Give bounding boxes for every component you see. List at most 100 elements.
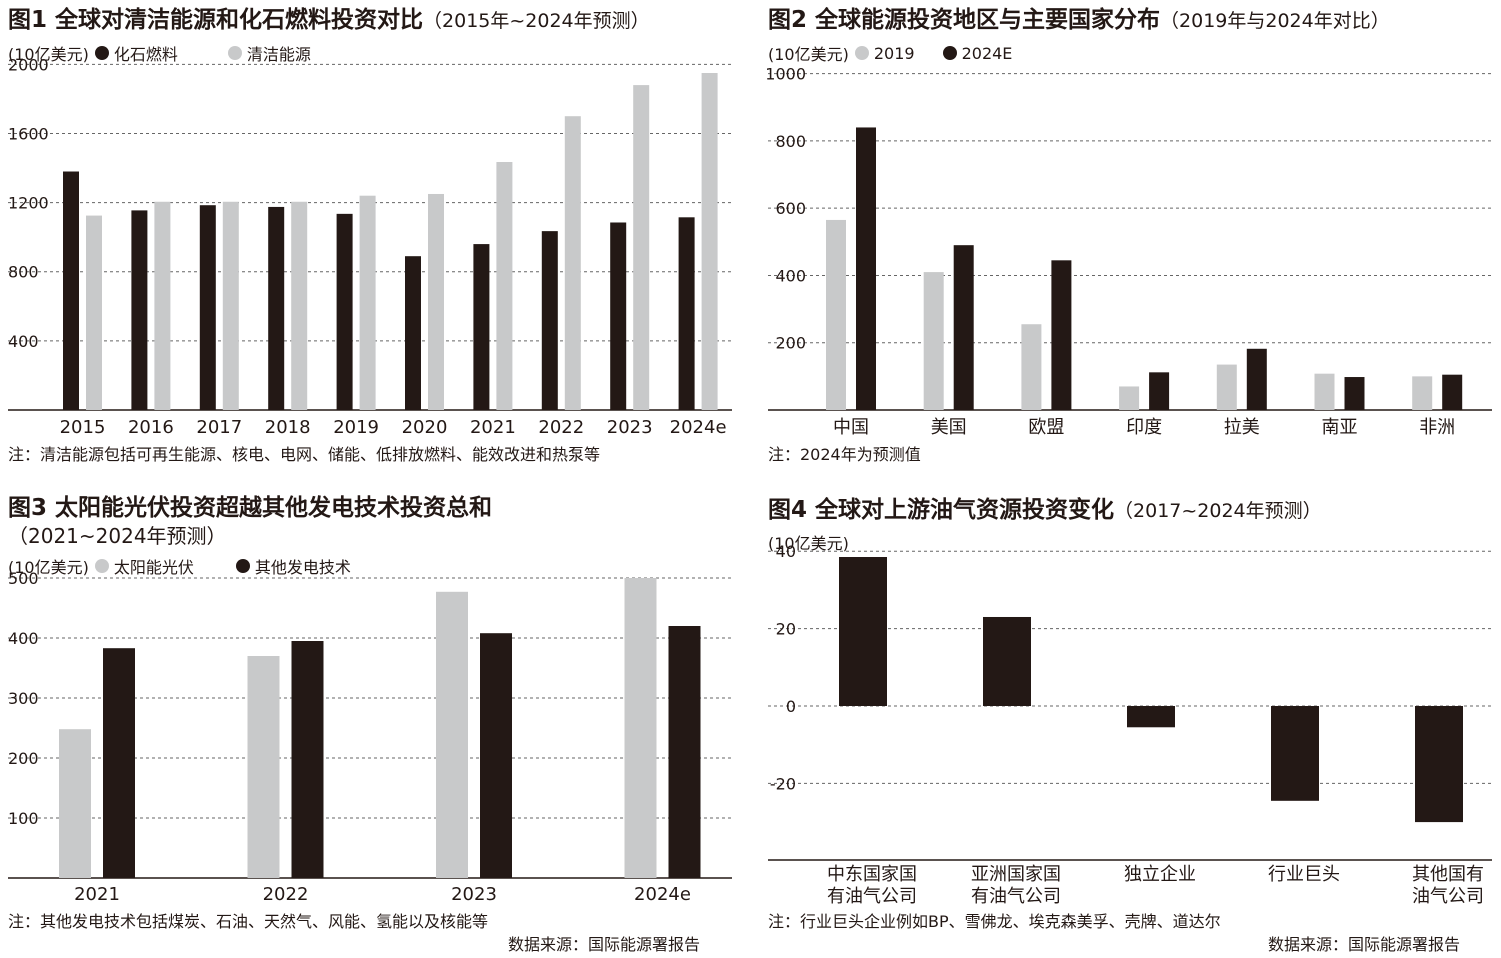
fig1-xtick-label: 2019 xyxy=(333,417,379,438)
fig4-xtick-label: 独立企业 xyxy=(1124,864,1196,885)
fig3-source: 数据来源：国际能源署报告 xyxy=(508,935,701,954)
fig3-subtitle: （2021~2024年预测） xyxy=(8,524,227,548)
fig2-title-row: 图2 全球能源投资地区与主要国家分布（2019年与2024年对比） xyxy=(768,6,1390,35)
fig4-bar xyxy=(839,557,887,706)
fig2-xtick-label: 南亚 xyxy=(1322,417,1358,438)
fig1-legend-item-fossil: 化石燃料 xyxy=(94,41,178,65)
fig1-xtick-label: 2021 xyxy=(470,417,516,438)
fig1-title-row: 图1 全球对清洁能源和化石燃料投资对比（2015年~2024年预测） xyxy=(8,6,650,35)
fig1-bar-0 xyxy=(473,244,490,410)
fig3-bar-0 xyxy=(59,729,91,878)
fig4-xtick-label: 其他国有 xyxy=(1412,864,1484,885)
fig1-note: 注：清洁能源包括可再生能源、核电、电网、储能、低排放燃料、能效改进和热泵等 xyxy=(8,445,601,464)
fig3-chart: 100 200 300 400 500 2021 2022 2023 2024e xyxy=(8,569,732,905)
fig1-xtick-label: 2022 xyxy=(538,417,584,438)
fig1-ytick-label: 800 xyxy=(8,263,39,282)
fig2-bar-0 xyxy=(1314,373,1335,410)
fig2-ytick-label: 800 xyxy=(775,132,806,151)
fig4-bar xyxy=(1271,706,1319,801)
fig4-title: 图4 全球对上游油气资源投资变化 xyxy=(768,497,1115,523)
fig3-legend-item-other: 其他发电技术 xyxy=(235,554,351,578)
fig1-title: 图1 全球对清洁能源和化石燃料投资对比 xyxy=(8,7,424,33)
fig2-xtick-label: 印度 xyxy=(1126,417,1162,438)
fig2-bar-1 xyxy=(1442,374,1463,410)
fig1-unit: (10亿美元) xyxy=(8,45,89,64)
fig3-bar-0 xyxy=(436,591,468,878)
fig1-legend-dot-fossil xyxy=(94,46,109,60)
fig2-bar-1 xyxy=(1149,372,1170,410)
fig1-bar-1 xyxy=(154,201,171,410)
fig2-legend-label-2019: 2019 xyxy=(873,43,915,63)
fig1-legend-label-fossil: 化石燃料 xyxy=(113,45,178,64)
fig2-note: 注：2024年为预测值 xyxy=(768,445,921,464)
fig4-xtick-label: 中东国家国 xyxy=(827,864,917,885)
fig2-bar-1 xyxy=(856,127,876,411)
fig3-unit: (10亿美元) xyxy=(8,558,89,577)
fig2-ytick-label: 1000 xyxy=(765,65,806,84)
fig3-bar-1 xyxy=(103,648,135,878)
fig4-xtick-label: 油气公司 xyxy=(1412,886,1484,907)
fig3-legend-item-solar: 太阳能光伏 xyxy=(94,554,194,578)
fig2-bar-1 xyxy=(1051,260,1072,410)
fig3-bar-1 xyxy=(480,633,512,878)
fig3-bar-1 xyxy=(668,626,701,878)
fig1-legend: (10亿美元) 化石燃料 清洁能源 xyxy=(8,41,333,65)
fig4-bar xyxy=(1127,706,1175,728)
fig1-bar-0 xyxy=(541,231,558,410)
fig1-legend-item-clean: 清洁能源 xyxy=(227,41,311,65)
fig1-xtick-label: 2015 xyxy=(60,417,106,438)
fig3-xtick-label: 2024e xyxy=(634,884,691,905)
fig4-bar xyxy=(1415,706,1463,823)
fig4-ytick-label: -20 xyxy=(770,774,796,793)
fig2-bar-0 xyxy=(1119,386,1140,410)
fig1-bar-1 xyxy=(359,195,376,410)
fig4-note: 注：行业巨头企业例如BP、雪佛龙、埃克森美孚、壳牌、道达尔 xyxy=(768,912,1221,931)
fig2-xtick-label: 美国 xyxy=(931,417,967,438)
fig2-ytick-label: 400 xyxy=(775,266,806,285)
fig2-bar-1 xyxy=(1344,377,1365,410)
fig3-title: 图3 太阳能光伏投资超越其他发电技术投资总和 xyxy=(8,495,493,521)
fig1-legend-label-clean: 清洁能源 xyxy=(246,45,311,64)
fig2-bar-0 xyxy=(1021,324,1042,410)
fig4-xtick-label: 有油气公司 xyxy=(827,886,917,907)
fig2-chart: 200 400 600 800 1000 中国 美国 欧盟 印度 拉美 南亚 非洲 xyxy=(765,65,1492,438)
fig1-bar-1 xyxy=(633,85,650,410)
fig1-bar-1 xyxy=(86,215,102,410)
fig3-ytick-label: 500 xyxy=(8,569,39,588)
fig3-legend-label-other: 其他发电技术 xyxy=(254,558,351,577)
fig2-legend-label-2024e: 2024E xyxy=(961,43,1013,63)
fig1-chart: 400 800 1200 1600 2000 2015 2016 2017 2018 2019 20… xyxy=(8,55,732,438)
fig1-bar-0 xyxy=(610,222,627,410)
fig2-ytick-label: 600 xyxy=(775,199,806,218)
fig2-bar-1 xyxy=(1246,348,1267,410)
fig3-legend-label-solar: 太阳能光伏 xyxy=(113,558,194,577)
fig2-xtick-label: 欧盟 xyxy=(1028,417,1064,438)
fig1-bar-0 xyxy=(199,205,216,410)
fig3-ytick-label: 300 xyxy=(8,689,39,708)
fig1-bar-0 xyxy=(405,256,421,410)
fig2-ytick-label: 200 xyxy=(775,334,806,353)
fig2-bar-0 xyxy=(1412,376,1433,410)
fig1-xtick-label: 2018 xyxy=(265,417,311,438)
fig3-ytick-label: 100 xyxy=(8,809,39,828)
fig2-xtick-label: 中国 xyxy=(833,417,869,438)
fig3-bar-0 xyxy=(247,656,280,878)
fig1-ytick-label: 1600 xyxy=(8,124,49,143)
fig1-bar-0 xyxy=(131,210,148,410)
fig1-legend-dot-clean xyxy=(227,46,242,60)
fig3-bar-1 xyxy=(291,641,324,878)
fig4-xtick-label: 有油气公司 xyxy=(971,886,1061,907)
fig1-xtick-label: 2017 xyxy=(196,417,242,438)
fig3-ytick-label: 200 xyxy=(8,749,39,768)
fig4-source: 数据来源：国际能源署报告 xyxy=(1268,935,1461,954)
fig1-bar-1 xyxy=(564,116,581,410)
fig3-xtick-label: 2021 xyxy=(74,884,120,905)
fig1-ytick-label: 400 xyxy=(8,332,39,351)
fig2-bar-0 xyxy=(826,219,846,410)
fig1-xtick-label: 2020 xyxy=(402,417,448,438)
fig3-bar-0 xyxy=(624,578,657,878)
fig4-ytick-label: 0 xyxy=(786,697,796,716)
fig2-bar-1 xyxy=(953,245,974,410)
fig1-bar-0 xyxy=(678,217,695,410)
